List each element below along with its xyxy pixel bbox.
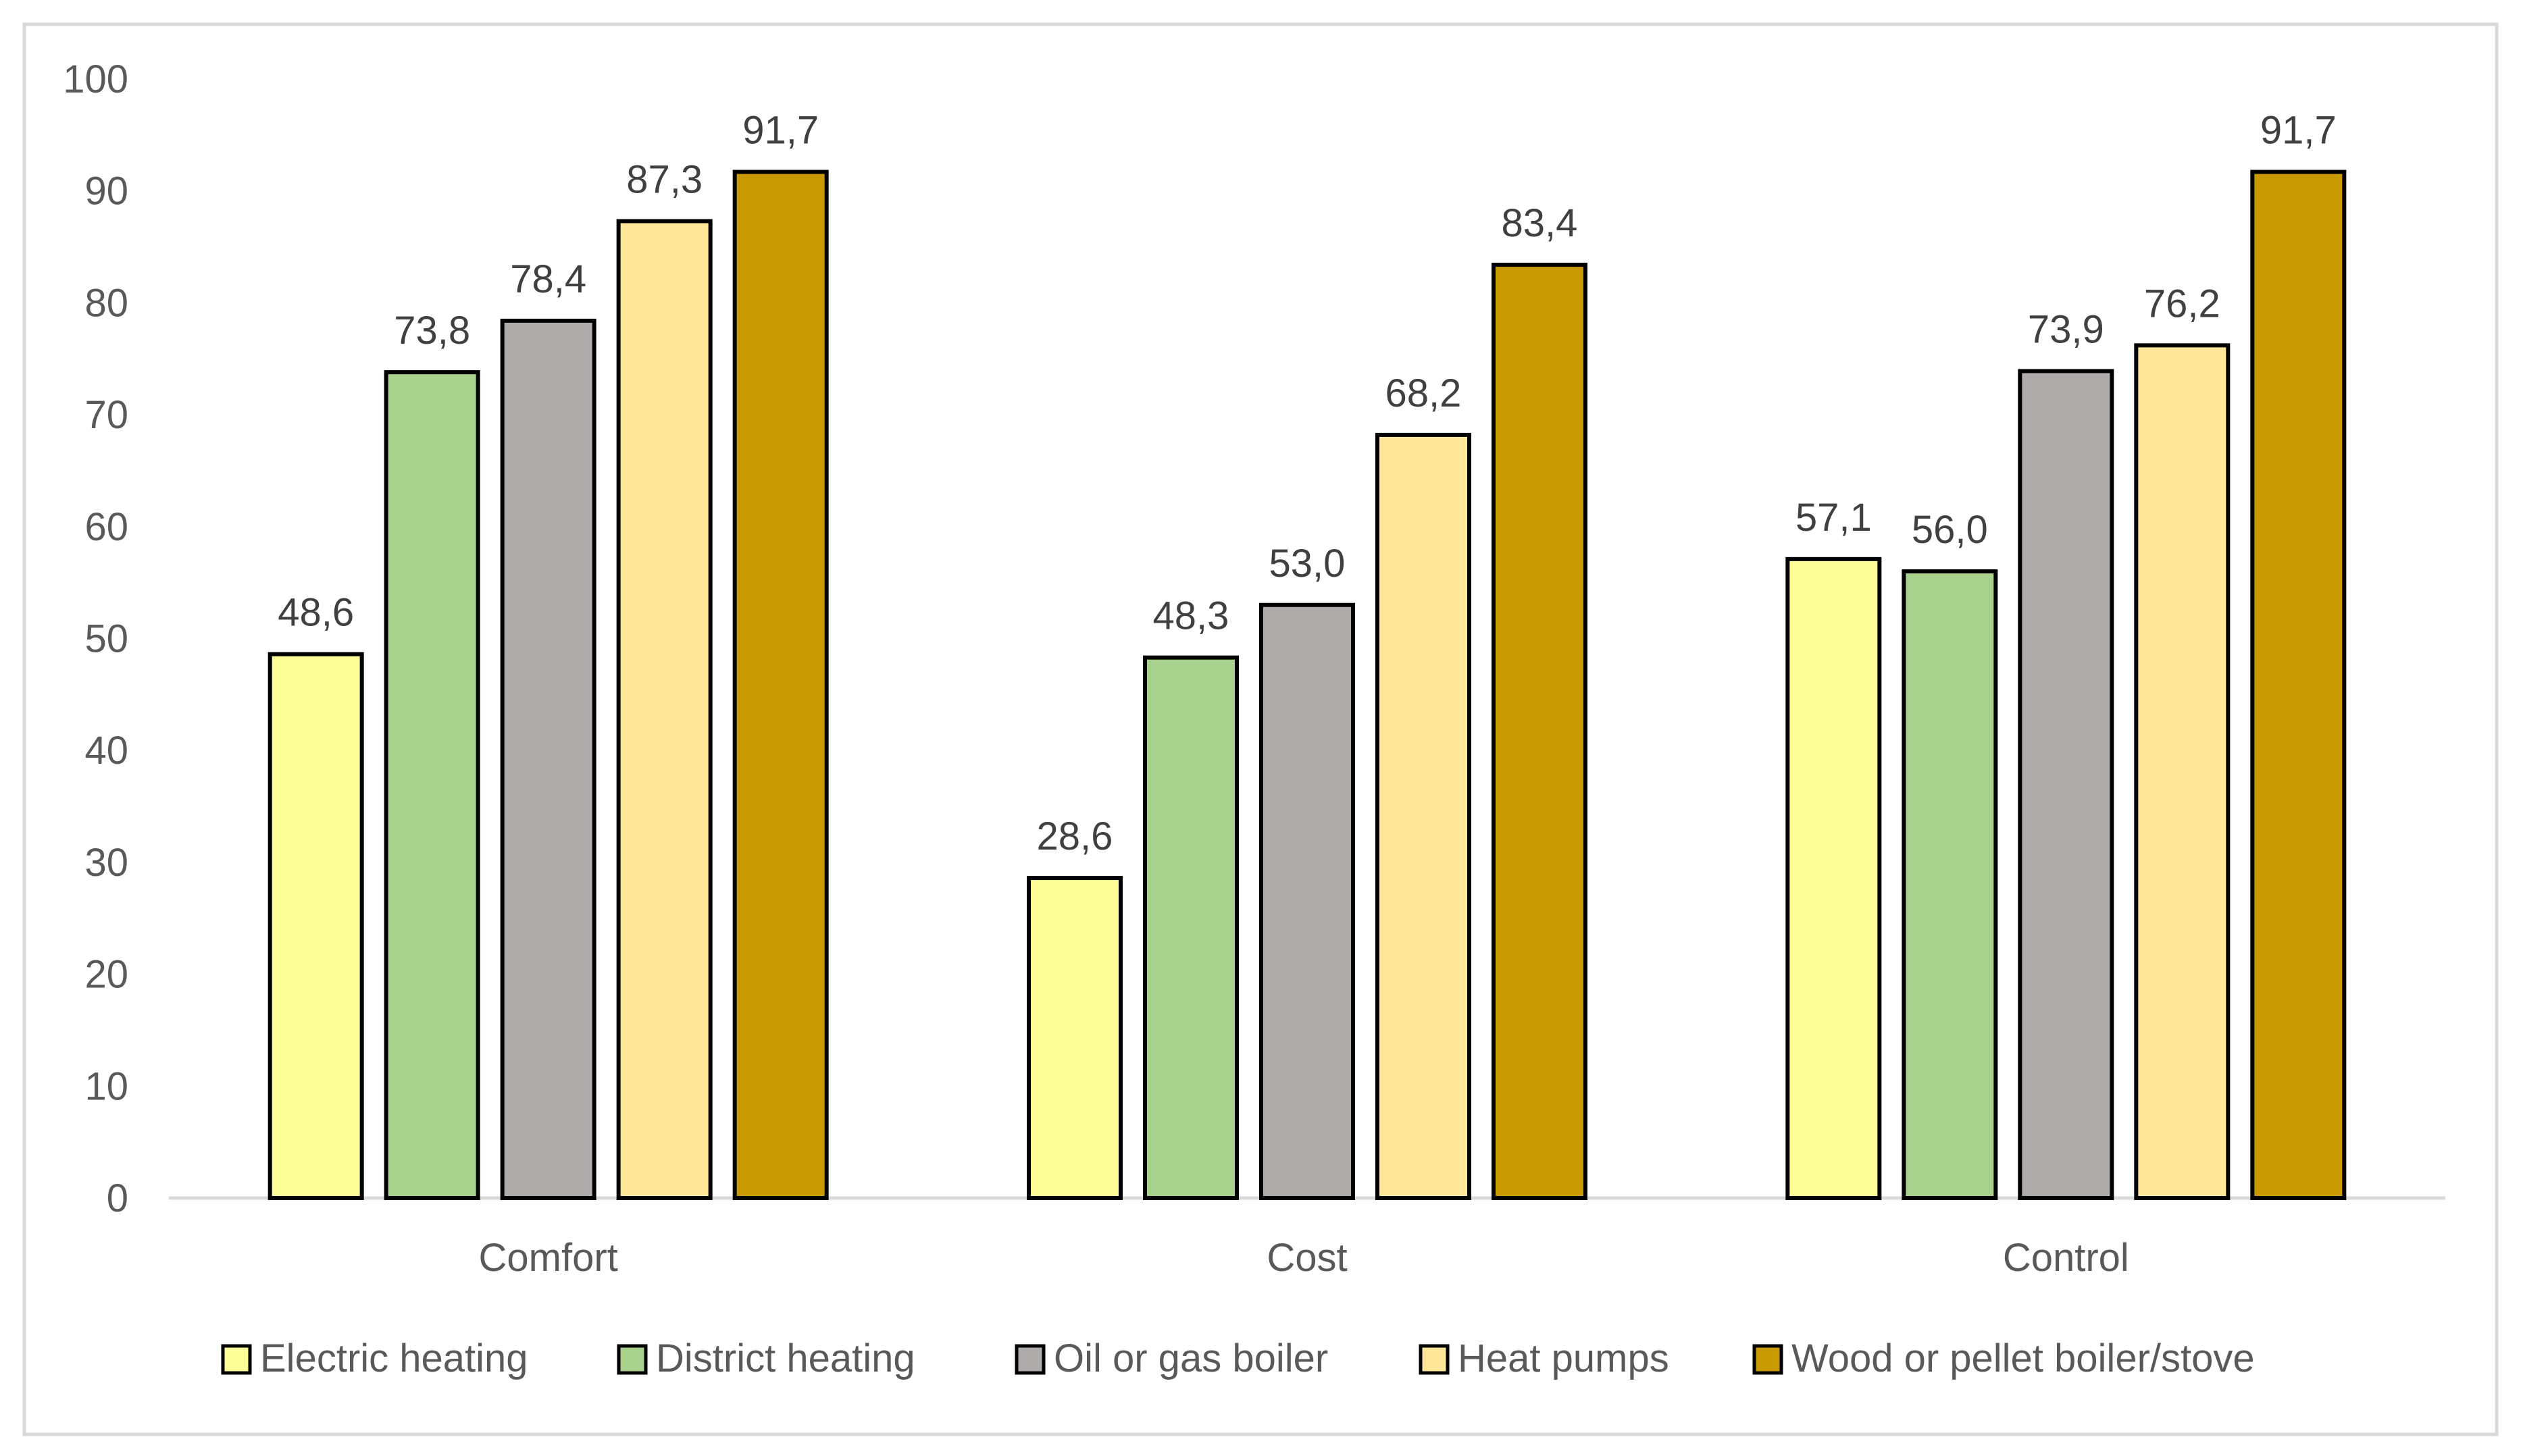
bar [1902,569,1998,1200]
y-tick-label: 50 [84,617,128,661]
y-tick-label: 100 [63,57,128,101]
y-tick-label: 30 [84,841,128,885]
legend-label: Heat pumps [1458,1336,1669,1380]
bar [732,170,829,1200]
bar [1785,556,1882,1200]
data-label: 87,3 [626,157,703,201]
data-label: 57,1 [1796,496,1872,540]
data-label: 68,2 [1385,371,1462,415]
legend-swatch [1752,1344,1783,1375]
y-tick-label: 90 [84,170,128,213]
y-tick-label: 40 [84,729,128,773]
bar [1492,263,1587,1200]
legend-label: Wood or pellet boiler/stove [1791,1336,2255,1380]
bar [2134,343,2231,1201]
bar [1259,602,1355,1200]
legend-swatch [1015,1344,1046,1375]
x-tick-label: Cost [1267,1236,1347,1280]
data-label: 48,3 [1153,594,1229,638]
x-tick-label: Comfort [479,1236,618,1280]
data-label: 73,9 [2028,307,2104,351]
y-tick-label: 80 [84,281,128,325]
bar [2018,369,2114,1200]
data-label: 83,4 [1502,201,1578,245]
y-tick-label: 10 [84,1064,128,1108]
legend-label: Oil or gas boiler [1054,1336,1328,1380]
bar [384,370,480,1200]
data-label: 28,6 [1037,814,1113,858]
data-label: 91,7 [2260,109,2337,153]
bar [500,318,596,1200]
y-tick-label: 70 [84,393,128,437]
bar [268,652,364,1200]
bar [1027,876,1123,1201]
legend-label: District heating [656,1336,915,1380]
y-tick-label: 0 [107,1176,128,1220]
bar [1143,655,1239,1200]
legend-label: Electric heating [260,1336,528,1380]
bar [2250,170,2347,1200]
y-tick-label: 20 [84,953,128,997]
legend-swatch [221,1344,252,1375]
legend-swatch [1419,1344,1450,1375]
bar [1375,432,1471,1200]
data-label: 73,8 [394,309,470,353]
data-label: 56,0 [1912,508,1988,552]
data-label: 76,2 [2144,282,2220,326]
y-tick-label: 60 [84,505,128,549]
legend-swatch [617,1344,648,1375]
data-label: 78,4 [510,257,586,301]
data-label: 48,6 [278,591,354,635]
bar [616,219,713,1201]
data-label: 53,0 [1269,542,1346,586]
x-tick-label: Control [2003,1236,2129,1280]
data-label: 91,7 [742,109,819,153]
